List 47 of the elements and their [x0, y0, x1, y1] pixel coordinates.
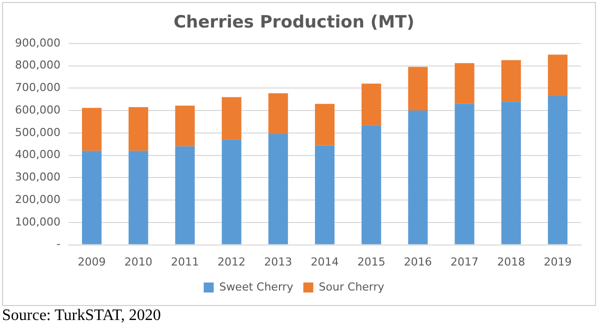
bar: [128, 107, 148, 151]
bar: [175, 106, 195, 146]
y-tick-label: 900,000: [14, 36, 60, 50]
x-tick-label: 2016: [404, 255, 432, 268]
x-tick-label: 2015: [357, 255, 386, 268]
x-tick-label: 2019: [544, 255, 572, 268]
bar: [548, 96, 568, 244]
y-tick-label: 800,000: [14, 58, 60, 72]
bar: [175, 146, 195, 244]
legend-label: Sweet Cherry: [219, 280, 294, 294]
bar: [314, 145, 335, 244]
bar: [501, 102, 521, 244]
x-tick-label: 2018: [497, 255, 526, 268]
y-tick-label: 400,000: [14, 148, 60, 162]
bar: [222, 140, 242, 244]
x-tick-label: 2011: [170, 255, 199, 268]
x-tick-label: 2017: [450, 255, 479, 268]
bar: [362, 125, 382, 244]
x-tick-label: 2012: [218, 255, 246, 268]
bar: [548, 54, 568, 96]
x-tick-label: 2009: [78, 255, 106, 268]
bar: [82, 108, 102, 151]
source-note: Source: TurkSTAT, 2020: [2, 307, 161, 325]
bar: [82, 150, 102, 244]
bar: [454, 104, 474, 244]
y-tick-label: 200,000: [14, 192, 60, 206]
chart-title: Cherries Production (MT): [174, 12, 414, 33]
y-tick-label: 500,000: [14, 126, 60, 139]
x-tick-label: 2010: [124, 255, 152, 268]
bar: [454, 63, 474, 104]
y-tick-label: -: [56, 238, 61, 251]
x-tick-label: 2013: [264, 255, 292, 268]
bar: [408, 66, 428, 111]
y-tick-label: 600,000: [14, 103, 60, 116]
bar: [268, 134, 288, 244]
bar: [501, 60, 521, 102]
bar: [222, 97, 242, 140]
y-tick-label: 100,000: [14, 215, 60, 228]
y-tick-label: 300,000: [14, 170, 60, 184]
bar: [268, 93, 288, 134]
bar: [408, 110, 428, 244]
bar: [362, 84, 382, 126]
bar: [314, 104, 335, 146]
x-tick-label: 2014: [310, 255, 339, 268]
y-tick-label: 700,000: [14, 81, 60, 94]
legend-label: Sour Cherry: [318, 280, 385, 294]
bar: [128, 150, 148, 244]
